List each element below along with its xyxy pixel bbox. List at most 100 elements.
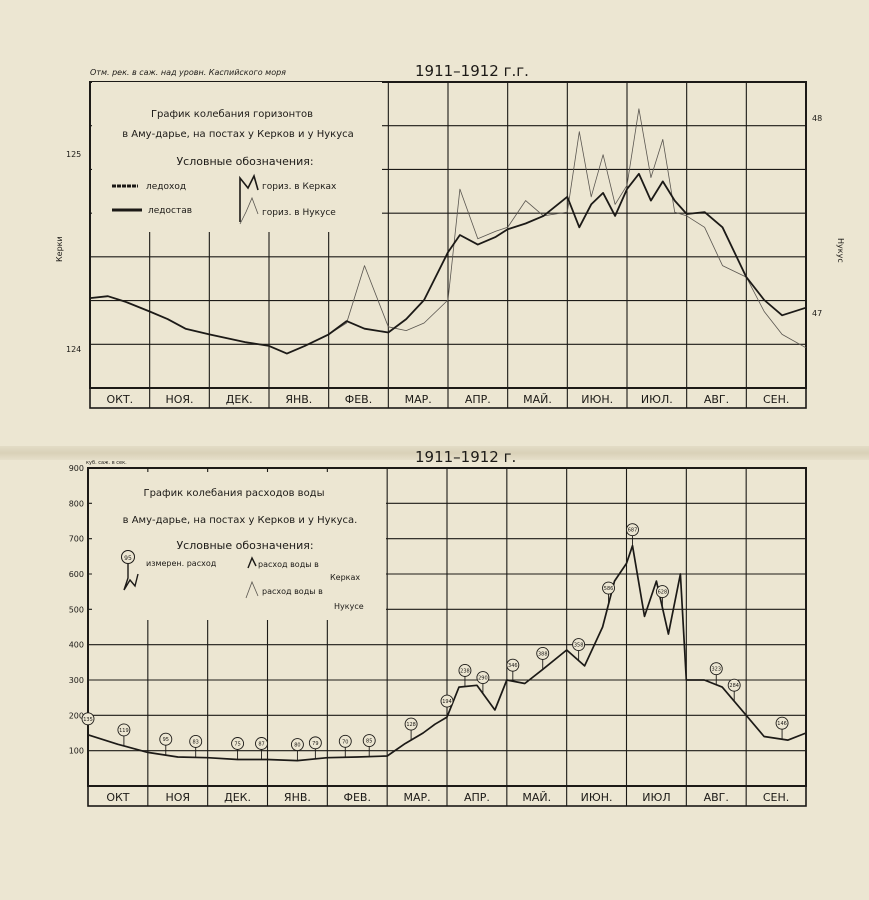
measured-marker-label: 586 bbox=[604, 586, 614, 592]
measured-marker-label: 95 bbox=[163, 737, 169, 743]
top-corner-note: Отм. рек. в саж. над уровн. Каспийского … bbox=[90, 68, 286, 77]
bottom-year-title: 1911–1912 г. bbox=[415, 450, 516, 466]
kerki-swatch bbox=[239, 173, 259, 222]
measured-marker-label: 79 bbox=[312, 741, 318, 747]
measured-marker-label: 70 bbox=[342, 739, 348, 745]
top-left-tick: 124 bbox=[66, 345, 81, 354]
month-label: ОКТ. bbox=[106, 393, 133, 406]
month-label: ЯНВ. bbox=[285, 393, 312, 406]
bottom-corner-note: куб. саж. в сек. bbox=[86, 460, 127, 466]
y-tick-label: 500 bbox=[69, 605, 84, 614]
bottom-legend-title: График колебания расходов воды bbox=[143, 488, 324, 499]
legend-kerki-1: расход воды в bbox=[258, 560, 319, 569]
legend-nukus-1: расход воды в bbox=[262, 587, 323, 596]
month-label: НОЯ bbox=[165, 791, 190, 804]
y-tick-label: 200 bbox=[69, 711, 84, 720]
month-label: МАЙ. bbox=[523, 393, 552, 406]
bottom-legend-subtitle: в Аму-дарье, на постах у Керков и у Нуку… bbox=[123, 515, 358, 526]
legend-ice-drift: ледоход bbox=[146, 182, 186, 192]
measured-marker bbox=[404, 717, 418, 731]
legend-nukus-2: Нукусе bbox=[334, 602, 364, 611]
measured-marker bbox=[775, 716, 789, 730]
legend-example-label: 95 bbox=[124, 555, 132, 562]
measured-marker-swatch bbox=[121, 550, 135, 564]
kerki-discharge-swatch bbox=[247, 556, 257, 569]
legend-measured: измерен. расход bbox=[146, 559, 217, 568]
y-tick-label: 400 bbox=[69, 641, 84, 650]
measured-marker-label: 346 bbox=[508, 663, 518, 669]
month-label: ОКТ bbox=[106, 791, 129, 804]
measured-marker-label: 83 bbox=[193, 739, 199, 745]
measured-marker bbox=[458, 664, 472, 677]
measured-marker bbox=[602, 581, 615, 595]
measured-marker-label: 128 bbox=[406, 722, 416, 728]
bottom-legend: График колебания расходов воды в Аму-дар… bbox=[92, 472, 386, 620]
month-label: ИЮЛ. bbox=[641, 393, 673, 406]
top-series bbox=[89, 108, 807, 355]
month-label: АВГ. bbox=[704, 791, 729, 804]
measured-marker bbox=[117, 723, 131, 737]
month-label: ДЕК. bbox=[224, 791, 251, 804]
measured-marker bbox=[476, 671, 490, 684]
measured-marker-label: 238 bbox=[460, 668, 470, 674]
bottom-y-axis: 900 800 700 600 500 400 300 200 100 bbox=[69, 464, 84, 756]
nukus-swatch bbox=[239, 196, 259, 225]
measured-marker bbox=[626, 523, 639, 537]
y-tick-label: 600 bbox=[69, 570, 84, 579]
legend-kerki: гориз. в Керках bbox=[262, 182, 337, 192]
month-label: ФЕВ. bbox=[345, 393, 372, 406]
measured-marker bbox=[308, 736, 322, 750]
series-line bbox=[89, 172, 807, 355]
measured-marker bbox=[290, 738, 304, 752]
top-year-title: 1911–1912 г.г. bbox=[415, 62, 529, 80]
month-label: СЕН. bbox=[763, 393, 789, 406]
legend-kerki-2: Керках bbox=[330, 573, 360, 582]
y-tick-label: 700 bbox=[69, 535, 84, 544]
discharge-chart: 1911–1912 г. куб. саж. в сек. 900 800 70… bbox=[69, 450, 807, 807]
month-row bbox=[87, 785, 807, 807]
measured-marker bbox=[255, 737, 268, 750]
y-tick-label: 100 bbox=[69, 747, 84, 756]
bottom-legend-heading: Условные обозначения: bbox=[176, 539, 313, 552]
month-label: СЕН. bbox=[763, 791, 789, 804]
measured-marker-label: 284 bbox=[729, 683, 739, 689]
measured-marker bbox=[536, 646, 550, 660]
measured-marker bbox=[231, 737, 245, 750]
month-label: МАЙ. bbox=[522, 791, 551, 804]
measured-marker-label: 75 bbox=[234, 742, 240, 748]
month-label: ДЕК. bbox=[226, 393, 253, 406]
measured-marker-label: 628 bbox=[658, 590, 668, 596]
nukus-discharge-swatch bbox=[245, 580, 259, 599]
water-level-chart: Отм. рек. в саж. над уровн. Каспийского … bbox=[55, 62, 845, 409]
measured-marker-label: 146 bbox=[777, 721, 787, 727]
measured-marker bbox=[189, 735, 203, 748]
measured-marker-label: 290 bbox=[478, 676, 488, 682]
measured-marker-label: 87 bbox=[258, 742, 264, 748]
bottom-month-axis: ОКТ НОЯ ДЕК. ЯНВ. ФЕВ. МАР. АПР. МАЙ. ИЮ… bbox=[106, 791, 789, 804]
top-month-axis: ОКТ. НОЯ. ДЕК. ЯНВ. ФЕВ. МАР. АПР. МАЙ. … bbox=[106, 393, 789, 406]
month-label: ИЮН. bbox=[581, 791, 613, 804]
measured-markers: 135 119 95 83 75 87 80 79 70 85 128 194 238 290 346 388… bbox=[81, 523, 789, 761]
y-tick-label: 300 bbox=[69, 676, 84, 685]
measured-marker-label: 687 bbox=[628, 528, 638, 534]
series-line bbox=[87, 544, 807, 762]
measured-marker-label: 135 bbox=[83, 717, 93, 723]
measured-marker-label: 85 bbox=[366, 739, 372, 745]
month-label: АВГ. bbox=[704, 393, 729, 406]
measured-marker bbox=[709, 662, 723, 676]
legend-nukus: гориз. в Нукусе bbox=[262, 208, 336, 218]
top-legend-subtitle: в Аму-дарье, на постах у Керков и у Нуку… bbox=[122, 129, 354, 140]
measured-marker-label: 119 bbox=[119, 728, 129, 734]
month-label: МАР. bbox=[405, 393, 432, 406]
top-right-tick: 47 bbox=[812, 309, 822, 318]
month-label: ЯНВ. bbox=[284, 791, 311, 804]
month-label: ИЮН. bbox=[581, 393, 613, 406]
month-label: НОЯ. bbox=[165, 393, 193, 406]
measured-marker bbox=[572, 638, 586, 652]
measured-marker-label: 358 bbox=[574, 643, 584, 649]
measured-marker bbox=[362, 734, 376, 748]
month-row bbox=[89, 387, 807, 409]
measured-marker-label: 323 bbox=[711, 667, 721, 673]
measured-marker bbox=[727, 678, 741, 692]
measured-marker bbox=[81, 712, 95, 726]
